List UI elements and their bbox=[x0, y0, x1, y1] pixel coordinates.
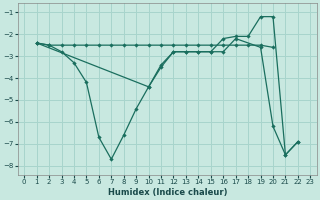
X-axis label: Humidex (Indice chaleur): Humidex (Indice chaleur) bbox=[108, 188, 227, 197]
